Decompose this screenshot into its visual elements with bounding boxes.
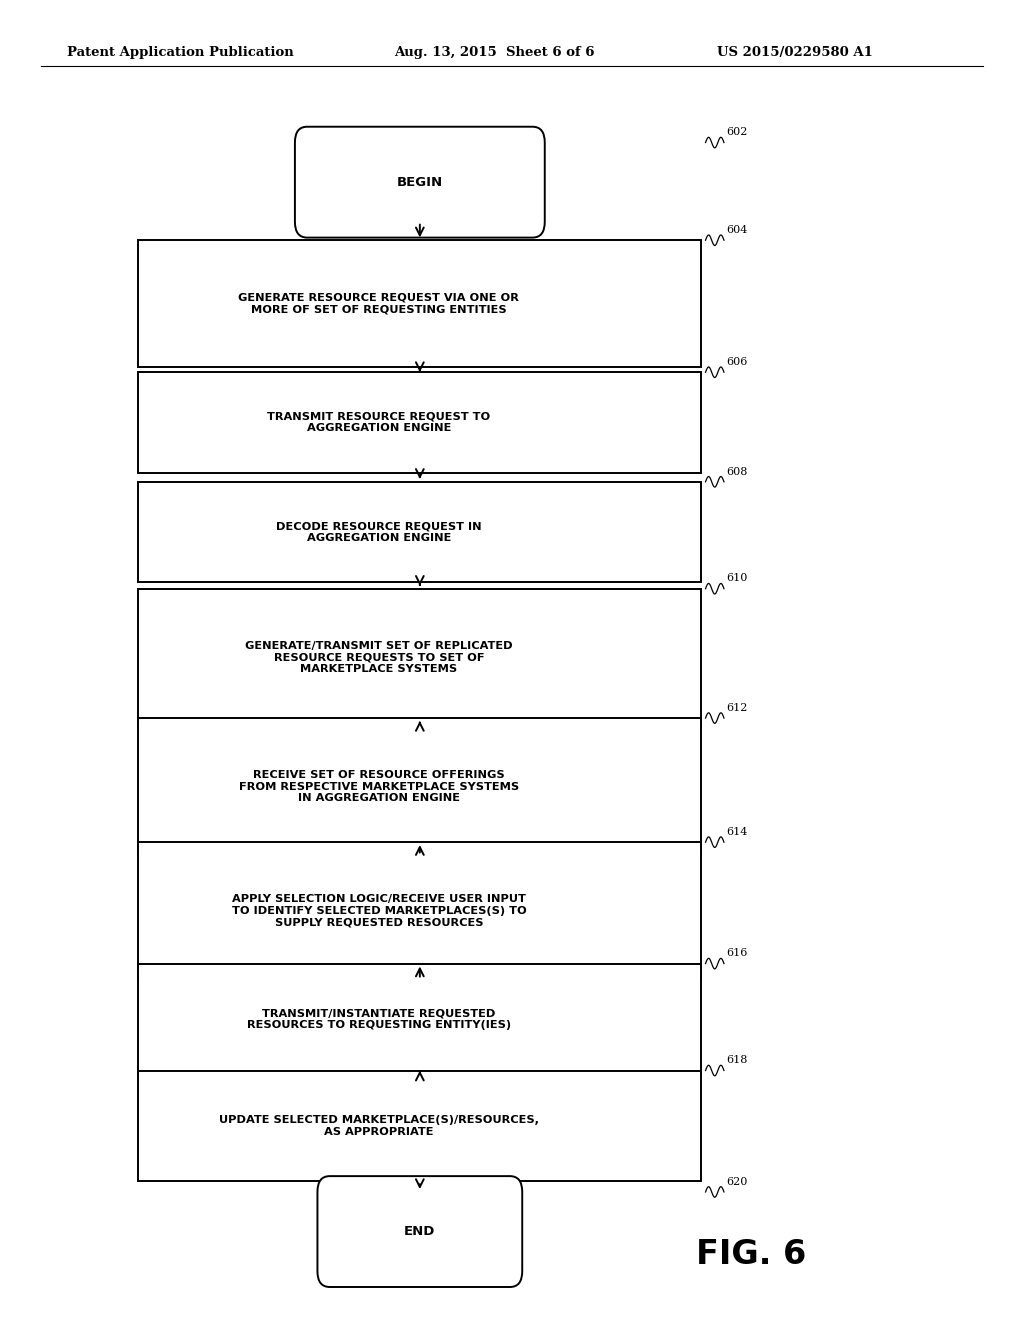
Text: 614: 614 — [726, 826, 748, 837]
Text: TRANSMIT RESOURCE REQUEST TO
AGGREGATION ENGINE: TRANSMIT RESOURCE REQUEST TO AGGREGATION… — [267, 412, 490, 433]
Text: FIG. 6: FIG. 6 — [696, 1238, 807, 1270]
Text: APPLY SELECTION LOGIC/RECEIVE USER INPUT
TO IDENTIFY SELECTED MARKETPLACES(S) TO: APPLY SELECTION LOGIC/RECEIVE USER INPUT… — [231, 894, 526, 928]
Text: 608: 608 — [726, 466, 748, 477]
Text: GENERATE/TRANSMIT SET OF REPLICATED
RESOURCE REQUESTS TO SET OF
MARKETPLACE SYST: GENERATE/TRANSMIT SET OF REPLICATED RESO… — [245, 640, 513, 675]
Text: Aug. 13, 2015  Sheet 6 of 6: Aug. 13, 2015 Sheet 6 of 6 — [394, 46, 595, 59]
Text: 612: 612 — [726, 702, 748, 713]
Text: Patent Application Publication: Patent Application Publication — [67, 46, 293, 59]
Text: RECEIVE SET OF RESOURCE OFFERINGS
FROM RESPECTIVE MARKETPLACE SYSTEMS
IN AGGREGA: RECEIVE SET OF RESOURCE OFFERINGS FROM R… — [239, 770, 519, 804]
FancyBboxPatch shape — [138, 842, 701, 979]
Text: 610: 610 — [726, 573, 748, 583]
Text: 602: 602 — [726, 127, 748, 137]
Text: 606: 606 — [726, 356, 748, 367]
FancyBboxPatch shape — [295, 127, 545, 238]
FancyBboxPatch shape — [138, 718, 701, 855]
Text: US 2015/0229580 A1: US 2015/0229580 A1 — [717, 46, 872, 59]
Text: END: END — [404, 1225, 435, 1238]
FancyBboxPatch shape — [138, 240, 701, 367]
FancyBboxPatch shape — [138, 589, 701, 726]
Text: DECODE RESOURCE REQUEST IN
AGGREGATION ENGINE: DECODE RESOURCE REQUEST IN AGGREGATION E… — [276, 521, 481, 543]
FancyBboxPatch shape — [317, 1176, 522, 1287]
FancyBboxPatch shape — [138, 964, 701, 1074]
Text: 604: 604 — [726, 224, 748, 235]
FancyBboxPatch shape — [138, 482, 701, 582]
Text: 618: 618 — [726, 1055, 748, 1065]
FancyBboxPatch shape — [138, 372, 701, 473]
Text: GENERATE RESOURCE REQUEST VIA ONE OR
MORE OF SET OF REQUESTING ENTITIES: GENERATE RESOURCE REQUEST VIA ONE OR MOR… — [239, 293, 519, 314]
Text: 620: 620 — [726, 1176, 748, 1187]
Text: 616: 616 — [726, 948, 748, 958]
Text: TRANSMIT/INSTANTIATE REQUESTED
RESOURCES TO REQUESTING ENTITY(IES): TRANSMIT/INSTANTIATE REQUESTED RESOURCES… — [247, 1008, 511, 1030]
Text: UPDATE SELECTED MARKETPLACE(S)/RESOURCES,
AS APPROPRIATE: UPDATE SELECTED MARKETPLACE(S)/RESOURCES… — [219, 1115, 539, 1137]
FancyBboxPatch shape — [138, 1071, 701, 1181]
Text: BEGIN: BEGIN — [396, 176, 443, 189]
